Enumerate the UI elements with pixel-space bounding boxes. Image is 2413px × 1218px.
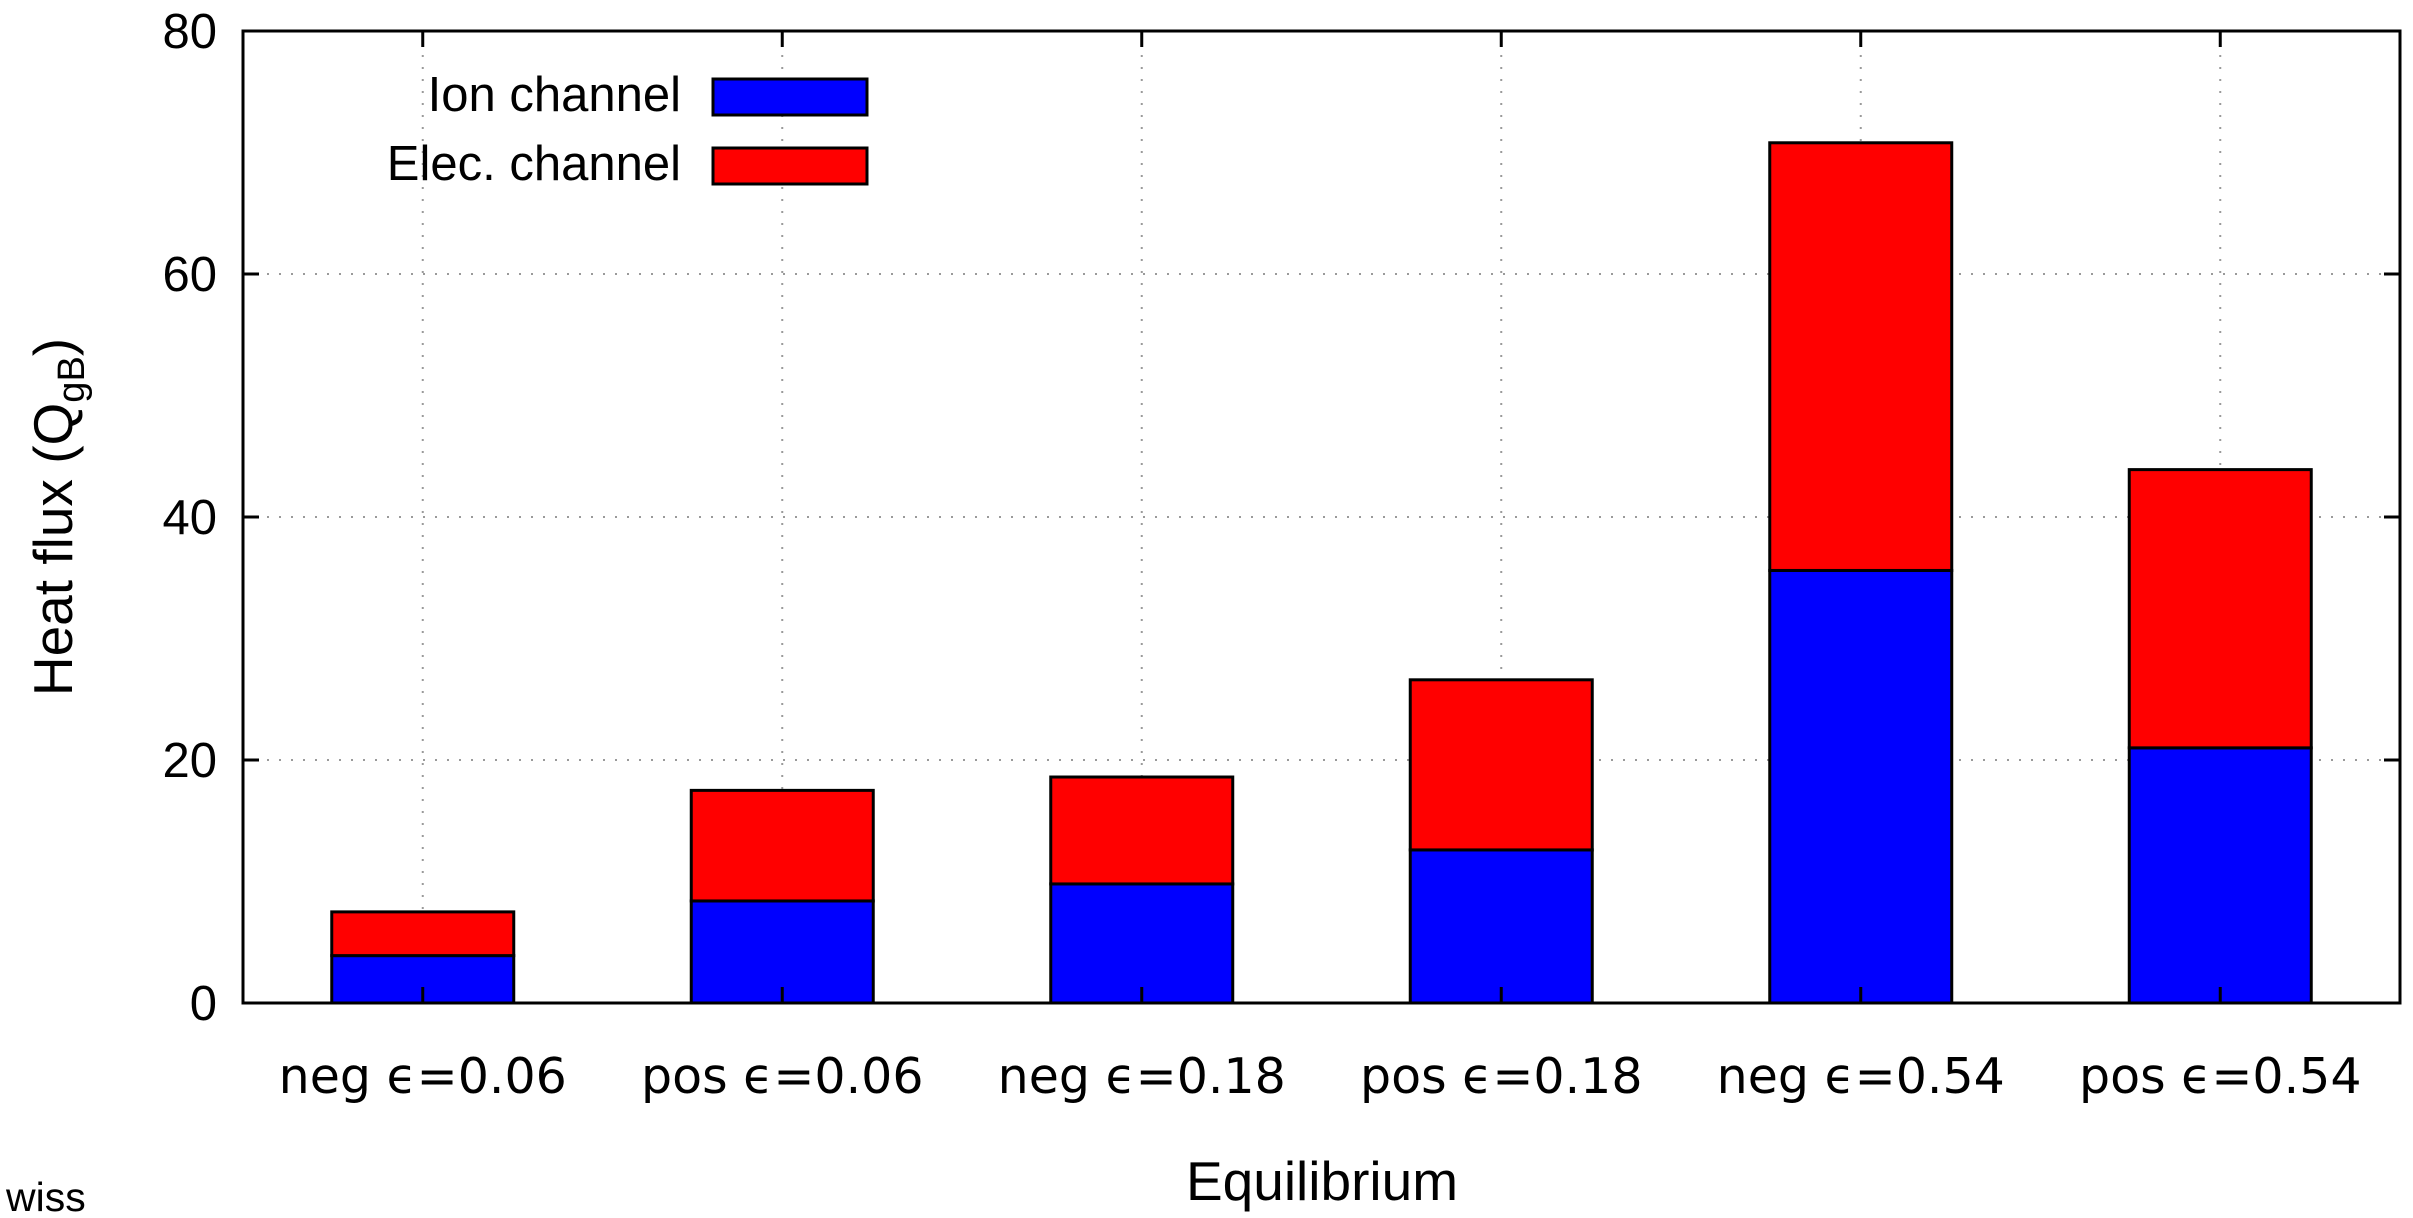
legend-swatch	[711, 77, 869, 117]
y-tick-labels: 0 20 40 60 80	[162, 5, 217, 1031]
bar-segment-elec-channel	[1768, 141, 1954, 572]
bar-segment-ion-channel	[2127, 746, 2313, 1005]
x-axis-title: Equilibrium	[1186, 1150, 1458, 1212]
y-tick-label: 80	[162, 5, 217, 59]
bar-segment-ion-channel	[1768, 568, 1954, 1005]
x-tick-label: pos ϵ=0.54	[2079, 1048, 2362, 1105]
x-tick-label: neg ϵ=0.06	[279, 1048, 567, 1105]
bar-segment-elec-channel	[1049, 775, 1235, 886]
x-tick-label: neg ϵ=0.18	[998, 1048, 1286, 1105]
legend-label: Elec. channel	[387, 137, 681, 191]
y-tick-label: 0	[190, 977, 217, 1031]
y-axis-title-close: )	[22, 338, 84, 356]
legend: Ion channel Elec. channel	[387, 68, 869, 191]
y-axis-title-subscript: gB	[51, 356, 93, 402]
y-axis-title: Heat flux (QgB)	[22, 338, 93, 696]
bar-segment-elec-channel	[2127, 468, 2313, 750]
x-tick-label: pos ϵ=0.06	[641, 1048, 924, 1105]
bar-segment-elec-channel	[689, 788, 875, 903]
y-tick-label: 40	[162, 491, 217, 545]
legend-swatch	[711, 146, 869, 186]
x-tick-label: pos ϵ=0.18	[1360, 1048, 1643, 1105]
x-tick-labels: neg ϵ=0.06 pos ϵ=0.06 neg ϵ=0.18 pos ϵ=0.18…	[279, 1048, 2362, 1105]
y-tick-label: 20	[162, 734, 217, 788]
bar-segment-elec-channel	[330, 910, 516, 958]
bar-segment-ion-channel	[689, 899, 875, 1005]
bar-segment-elec-channel	[1408, 678, 1594, 852]
legend-label: Ion channel	[428, 68, 681, 122]
bar-segment-ion-channel	[1408, 848, 1594, 1005]
bars	[330, 141, 2313, 1005]
x-tick-label: neg ϵ=0.54	[1717, 1048, 2005, 1105]
bar-segment-ion-channel	[1049, 882, 1235, 1005]
y-tick-label: 60	[162, 248, 217, 302]
axis-ticks	[243, 29, 2400, 1005]
cropped-corner-text: wiss	[5, 1174, 86, 1213]
y-axis-title-main: Heat flux (Q	[22, 403, 84, 696]
